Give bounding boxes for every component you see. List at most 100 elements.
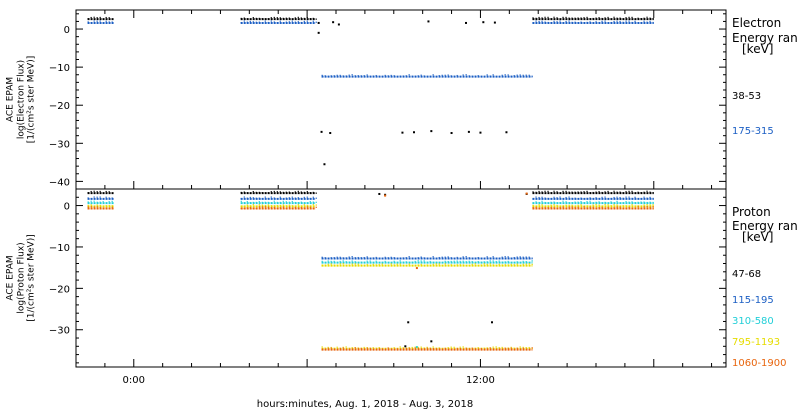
series-1-dot <box>291 18 293 20</box>
series-1-dot <box>565 16 567 19</box>
series-3-dot <box>571 202 573 204</box>
series-5-dot <box>96 206 98 208</box>
series-5-dot <box>516 347 518 349</box>
series-1-dot <box>571 191 573 193</box>
series-5-dot <box>447 348 449 350</box>
series-4-dot <box>393 264 395 266</box>
series-2-dot <box>435 76 437 78</box>
series-1-dot <box>652 191 654 194</box>
series-2-dot <box>592 197 594 200</box>
series-5-dot <box>595 207 597 209</box>
series-3-dot <box>435 261 437 263</box>
series-5-dot <box>547 207 549 209</box>
series-4-dot <box>513 264 515 266</box>
series-4-dot <box>574 205 576 208</box>
series-4-dot <box>544 205 546 207</box>
series-2-dot <box>294 21 296 23</box>
series-2-dot <box>309 21 311 24</box>
series-4-dot <box>637 205 639 207</box>
series-4-dot <box>568 204 570 206</box>
series-1-dot <box>637 17 639 19</box>
series-5-dot <box>339 347 341 349</box>
series-5-dot <box>366 347 368 349</box>
series-2-dot <box>360 257 362 259</box>
series-5-dot <box>342 347 344 349</box>
series-1-dot <box>550 192 552 194</box>
series-4-dot <box>375 347 377 349</box>
series-4-dot <box>535 205 537 207</box>
series-4-dot <box>90 204 92 206</box>
proton-legend-title-3: [keV] <box>742 230 773 244</box>
series-2-dot <box>381 75 383 78</box>
series-3-dot <box>450 260 452 263</box>
series-3-dot <box>312 201 314 203</box>
series-4-dot <box>438 347 440 349</box>
series-2-dot <box>99 20 101 22</box>
series-4-dot <box>577 204 579 206</box>
series-2-dot <box>622 197 624 199</box>
series-3-dot <box>261 201 263 203</box>
series-3-dot <box>441 262 443 264</box>
series-5-dot <box>646 206 648 208</box>
series-2-dot <box>486 256 488 258</box>
series-4-dot <box>330 263 332 265</box>
series-4-dot <box>309 205 311 207</box>
y-tick-label: −30 <box>49 139 70 150</box>
series-3-dot <box>90 200 92 202</box>
electron-legend-title-1: Electron <box>732 16 781 30</box>
series-2-dot <box>519 74 521 76</box>
series-2-dot <box>321 256 323 258</box>
series-3-dot <box>619 202 621 204</box>
series-2-dot <box>303 20 305 23</box>
series-5-dot <box>267 206 269 208</box>
series-3-dot <box>544 201 546 204</box>
series-2-dot <box>246 197 248 199</box>
series-5-dot <box>471 347 473 349</box>
series-1-dot <box>264 192 266 194</box>
series-5-dot <box>507 347 509 350</box>
series-2-dot <box>402 75 404 77</box>
series-3-dot <box>276 201 278 204</box>
series-3-dot <box>462 260 464 262</box>
series-1-dot <box>105 190 107 193</box>
series-2-dot <box>306 20 308 22</box>
series-2-dot <box>544 21 546 23</box>
series-2-dot <box>333 257 335 259</box>
series-2-dot <box>255 197 257 199</box>
series-1-dot <box>619 17 621 19</box>
series-4-dot <box>604 203 606 206</box>
series-3-dot <box>414 260 416 263</box>
series-4-dot <box>559 205 561 207</box>
series-3-dot <box>589 200 591 202</box>
series-2-dot <box>453 75 455 77</box>
series-2-dot <box>516 74 518 76</box>
series-2-dot <box>408 256 410 258</box>
series-3-dot <box>438 261 440 263</box>
proton-legend-title-2: Energy ran <box>732 219 798 233</box>
series-2-dot <box>321 74 323 76</box>
series-1-dot <box>583 17 585 19</box>
series-1-dot <box>595 191 597 193</box>
series-1-dot <box>568 191 570 193</box>
series-4-dot <box>489 263 491 265</box>
series-2-dot <box>426 75 428 78</box>
proton-plot-frame <box>75 188 727 368</box>
series-1-dot <box>538 190 540 193</box>
series-2-dot <box>273 197 275 199</box>
series-5-dot <box>312 207 314 209</box>
series-5-dot <box>640 207 642 210</box>
series-3-dot <box>300 201 302 203</box>
series-2-dot <box>547 21 549 24</box>
series-4-dot <box>447 264 449 266</box>
series-2-dot <box>312 196 314 198</box>
series-5-dot <box>327 347 329 349</box>
series-2-dot <box>507 256 509 258</box>
series-1-point <box>407 321 410 324</box>
series-2-dot <box>270 20 272 22</box>
series-2-dot <box>336 74 338 76</box>
series-1-point <box>317 21 320 24</box>
series-2-dot <box>510 75 512 77</box>
series-3-dot <box>550 201 552 203</box>
series-5-dot <box>393 348 395 350</box>
series-4-dot <box>387 264 389 266</box>
